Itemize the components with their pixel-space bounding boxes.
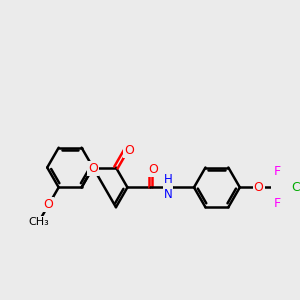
Text: O: O bbox=[254, 181, 264, 194]
Text: H
N: H N bbox=[164, 173, 172, 201]
Text: CH₃: CH₃ bbox=[28, 217, 49, 227]
Text: F: F bbox=[274, 165, 281, 178]
Text: O: O bbox=[124, 144, 134, 157]
Text: F: F bbox=[274, 197, 281, 210]
Text: O: O bbox=[44, 198, 53, 212]
Text: Cl: Cl bbox=[291, 181, 300, 194]
Text: O: O bbox=[148, 163, 158, 176]
Text: O: O bbox=[88, 162, 98, 176]
